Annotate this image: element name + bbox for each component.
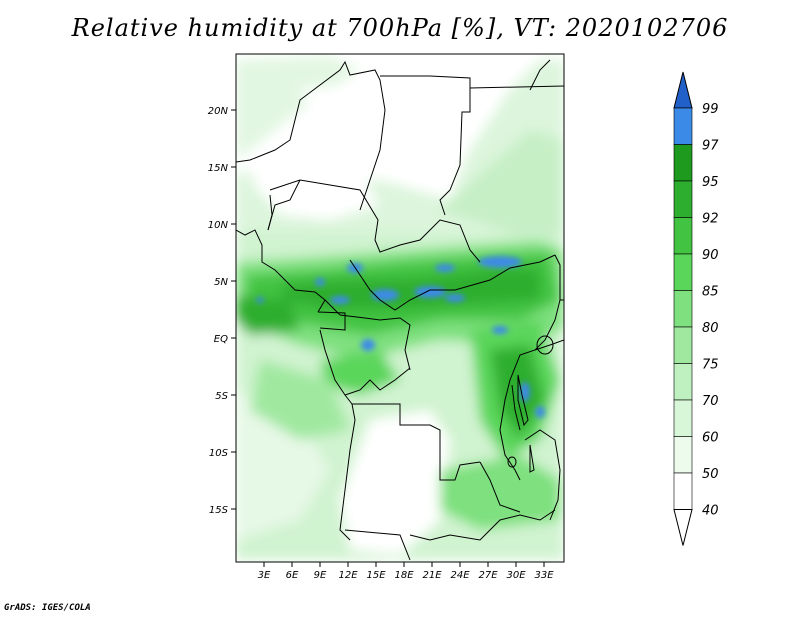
lat-tick-label: 20N bbox=[208, 106, 229, 117]
lat-tick-label: 15S bbox=[209, 505, 229, 516]
colorbar-label: 90 bbox=[702, 248, 719, 263]
lon-tick-label: 24E bbox=[450, 570, 470, 581]
lon-tick-label: 30E bbox=[506, 570, 526, 581]
lon-tick-label: 6E bbox=[286, 570, 299, 581]
colorbar-segment bbox=[673, 326, 693, 364]
colorbar-segment bbox=[673, 436, 693, 474]
lon-tick-label: 27E bbox=[478, 570, 498, 581]
lat-tick-label: EQ bbox=[214, 334, 228, 345]
lat-tick-label: 5N bbox=[214, 277, 228, 288]
colorbar-label: 85 bbox=[702, 285, 719, 300]
colorbar-segment bbox=[673, 290, 693, 328]
colorbar-label: 95 bbox=[702, 175, 719, 190]
colorbar-cap-bottom bbox=[673, 509, 693, 546]
latitude-axis: 20N 15N 10N 5N EQ 5S 10S 15S bbox=[208, 106, 236, 516]
lon-tick-label: 21E bbox=[422, 570, 442, 581]
colorbar-segment bbox=[673, 253, 693, 291]
lat-tick-label: 10S bbox=[209, 448, 229, 459]
lat-tick-label: 5S bbox=[215, 391, 228, 402]
colorbar-label: 50 bbox=[702, 467, 719, 482]
colorbar-label: 92 bbox=[702, 212, 719, 227]
colorbar-label: 80 bbox=[702, 321, 719, 336]
colorbar-segment bbox=[673, 144, 693, 182]
chart-title: Relative humidity at 700hPa [%], VT: 202… bbox=[71, 14, 729, 42]
longitude-axis: 3E 6E 9E 12E 15E 18E 21E 24E 27E 30E 33E bbox=[258, 562, 554, 581]
lon-tick-label: 3E bbox=[258, 570, 271, 581]
colorbar-cap-top bbox=[673, 71, 693, 109]
humidity-field bbox=[236, 54, 564, 562]
lon-tick-label: 15E bbox=[366, 570, 386, 581]
colorbar-label: 75 bbox=[702, 358, 719, 373]
lake-outlines bbox=[507, 335, 554, 473]
lat-tick-label: 10N bbox=[208, 220, 229, 231]
colorbar-segment bbox=[673, 472, 693, 510]
lon-tick-label: 18E bbox=[394, 570, 414, 581]
lon-tick-label: 33E bbox=[534, 570, 554, 581]
colorbar-label: 99 bbox=[702, 102, 719, 117]
colorbar-label: 60 bbox=[702, 431, 719, 446]
colorbar: 99 97 95 92 90 85 80 75 70 60 50 40 bbox=[673, 71, 719, 546]
lon-tick-label: 12E bbox=[338, 570, 358, 581]
colorbar-label: 97 bbox=[702, 139, 719, 154]
colorbar-segment bbox=[673, 180, 693, 218]
saturated-patches bbox=[256, 256, 545, 418]
country-borders bbox=[236, 59, 564, 561]
map-frame bbox=[235, 53, 565, 563]
colorbar-segment bbox=[673, 363, 693, 401]
lon-tick-label: 9E bbox=[314, 570, 327, 581]
colorbar-label: 70 bbox=[702, 394, 719, 409]
colorbar-segment bbox=[673, 399, 693, 437]
colorbar-segment bbox=[673, 107, 693, 145]
colorbar-segment bbox=[673, 217, 693, 255]
lat-tick-label: 15N bbox=[208, 163, 229, 174]
colorbar-label: 40 bbox=[702, 504, 719, 519]
credit-label: GrADS: IGES/COLA bbox=[4, 603, 91, 613]
